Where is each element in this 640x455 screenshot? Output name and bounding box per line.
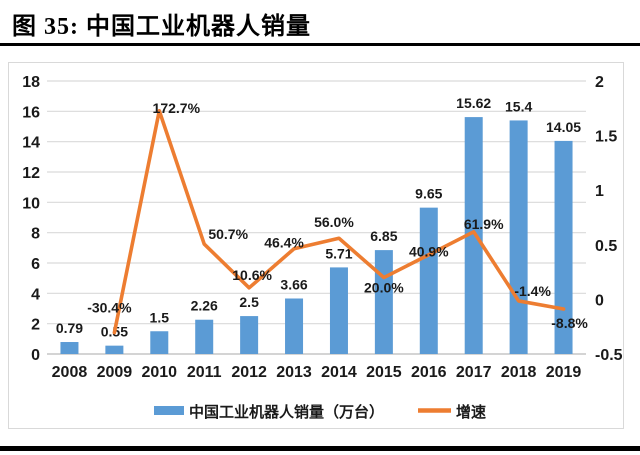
legend-bar-label: 中国工业机器人销量（万台） [189, 403, 384, 421]
left-axis-tick: 12 [22, 165, 40, 182]
bar-value-label: 2.5 [239, 294, 259, 310]
x-axis-label: 2014 [321, 364, 357, 381]
legend-line-label: 增速 [456, 403, 486, 421]
bar-value-label: 0.79 [56, 320, 83, 336]
bar-2009 [105, 345, 124, 354]
bar-2016 [419, 207, 438, 354]
legend-bar-swatch [154, 406, 184, 415]
left-axis-tick: 0 [31, 347, 40, 364]
left-axis-tick: 8 [31, 226, 40, 243]
left-axis-tick: 4 [31, 286, 40, 303]
bar-2017 [464, 117, 483, 354]
growth-value-label: 172.7% [153, 100, 201, 116]
right-axis-tick: 0 [595, 292, 604, 309]
growth-value-label: -1.4% [514, 283, 551, 299]
bar-value-label: 14.05 [546, 119, 581, 135]
bar-value-label: 2.26 [191, 298, 218, 314]
growth-value-label: 46.4% [264, 235, 304, 251]
bar-value-label: 5.71 [325, 245, 352, 261]
bar-2014 [329, 267, 348, 354]
x-axis-label: 2009 [97, 364, 133, 381]
growth-value-label: 56.0% [314, 214, 354, 230]
left-axis-tick: 14 [22, 135, 40, 152]
title-underline [0, 43, 640, 46]
growth-value-label: 20.0% [364, 280, 404, 296]
figure-title: 图 35: 中国工业机器人销量 [12, 14, 311, 40]
bar-value-label: 15.4 [505, 98, 532, 114]
bar-value-label: 3.66 [280, 276, 307, 292]
x-axis-label: 2012 [231, 364, 267, 381]
x-axis-label: 2013 [276, 364, 312, 381]
right-axis-tick: -0.5 [595, 347, 623, 364]
bar-2015 [374, 250, 393, 354]
bar-2010 [150, 331, 169, 354]
bottom-rule [0, 446, 640, 451]
growth-value-label: 50.7% [208, 226, 248, 242]
x-axis-label: 2015 [366, 364, 402, 381]
left-axis-tick: 18 [22, 74, 40, 91]
left-axis-tick: 2 [31, 317, 40, 334]
right-axis-tick: 1.5 [595, 129, 617, 146]
bar-value-label: 1.5 [150, 309, 170, 325]
bar-value-label: 9.65 [415, 186, 442, 202]
right-axis-tick: 2 [595, 74, 604, 91]
bar-value-label: 6.85 [370, 228, 397, 244]
x-axis-label: 2011 [187, 364, 222, 381]
x-axis-label: 2010 [141, 364, 177, 381]
sales-chart-svg: 0 2 4 6 8 10 12 14 16 18 -0.5 0 0.5 1 1.5 2 2008 2009 2010… [22, 74, 623, 421]
right-axis-tick: 1 [595, 183, 604, 200]
x-axis-label: 2008 [52, 364, 88, 381]
left-axis-tick: 16 [22, 104, 40, 121]
growth-value-label: -30.4% [87, 300, 132, 316]
bar-2018 [509, 120, 528, 354]
bar-2012 [240, 316, 259, 354]
bar-2019 [554, 140, 573, 354]
bar-2011 [195, 319, 214, 354]
x-axis-label: 2017 [456, 364, 492, 381]
chart-canvas: 0 2 4 6 8 10 12 14 16 18 -0.5 0 0.5 1 1.5 2 2008 2009 2010… [8, 62, 624, 429]
growth-value-label: 10.6% [232, 267, 272, 283]
bar-value-label: 15.62 [456, 95, 491, 111]
bar-2008 [60, 342, 79, 354]
bar-2013 [285, 298, 304, 354]
growth-value-label: -8.8% [551, 315, 588, 331]
growth-value-label: 40.9% [409, 244, 449, 260]
left-axis-tick: 10 [22, 195, 40, 212]
x-axis-label: 2018 [501, 364, 537, 381]
x-axis-label: 2019 [546, 364, 582, 381]
growth-value-label: 61.9% [464, 216, 504, 232]
growth-line [112, 109, 566, 335]
x-axis-label: 2016 [411, 364, 447, 381]
right-axis-tick: 0.5 [595, 238, 617, 255]
left-axis-tick: 6 [31, 256, 40, 273]
